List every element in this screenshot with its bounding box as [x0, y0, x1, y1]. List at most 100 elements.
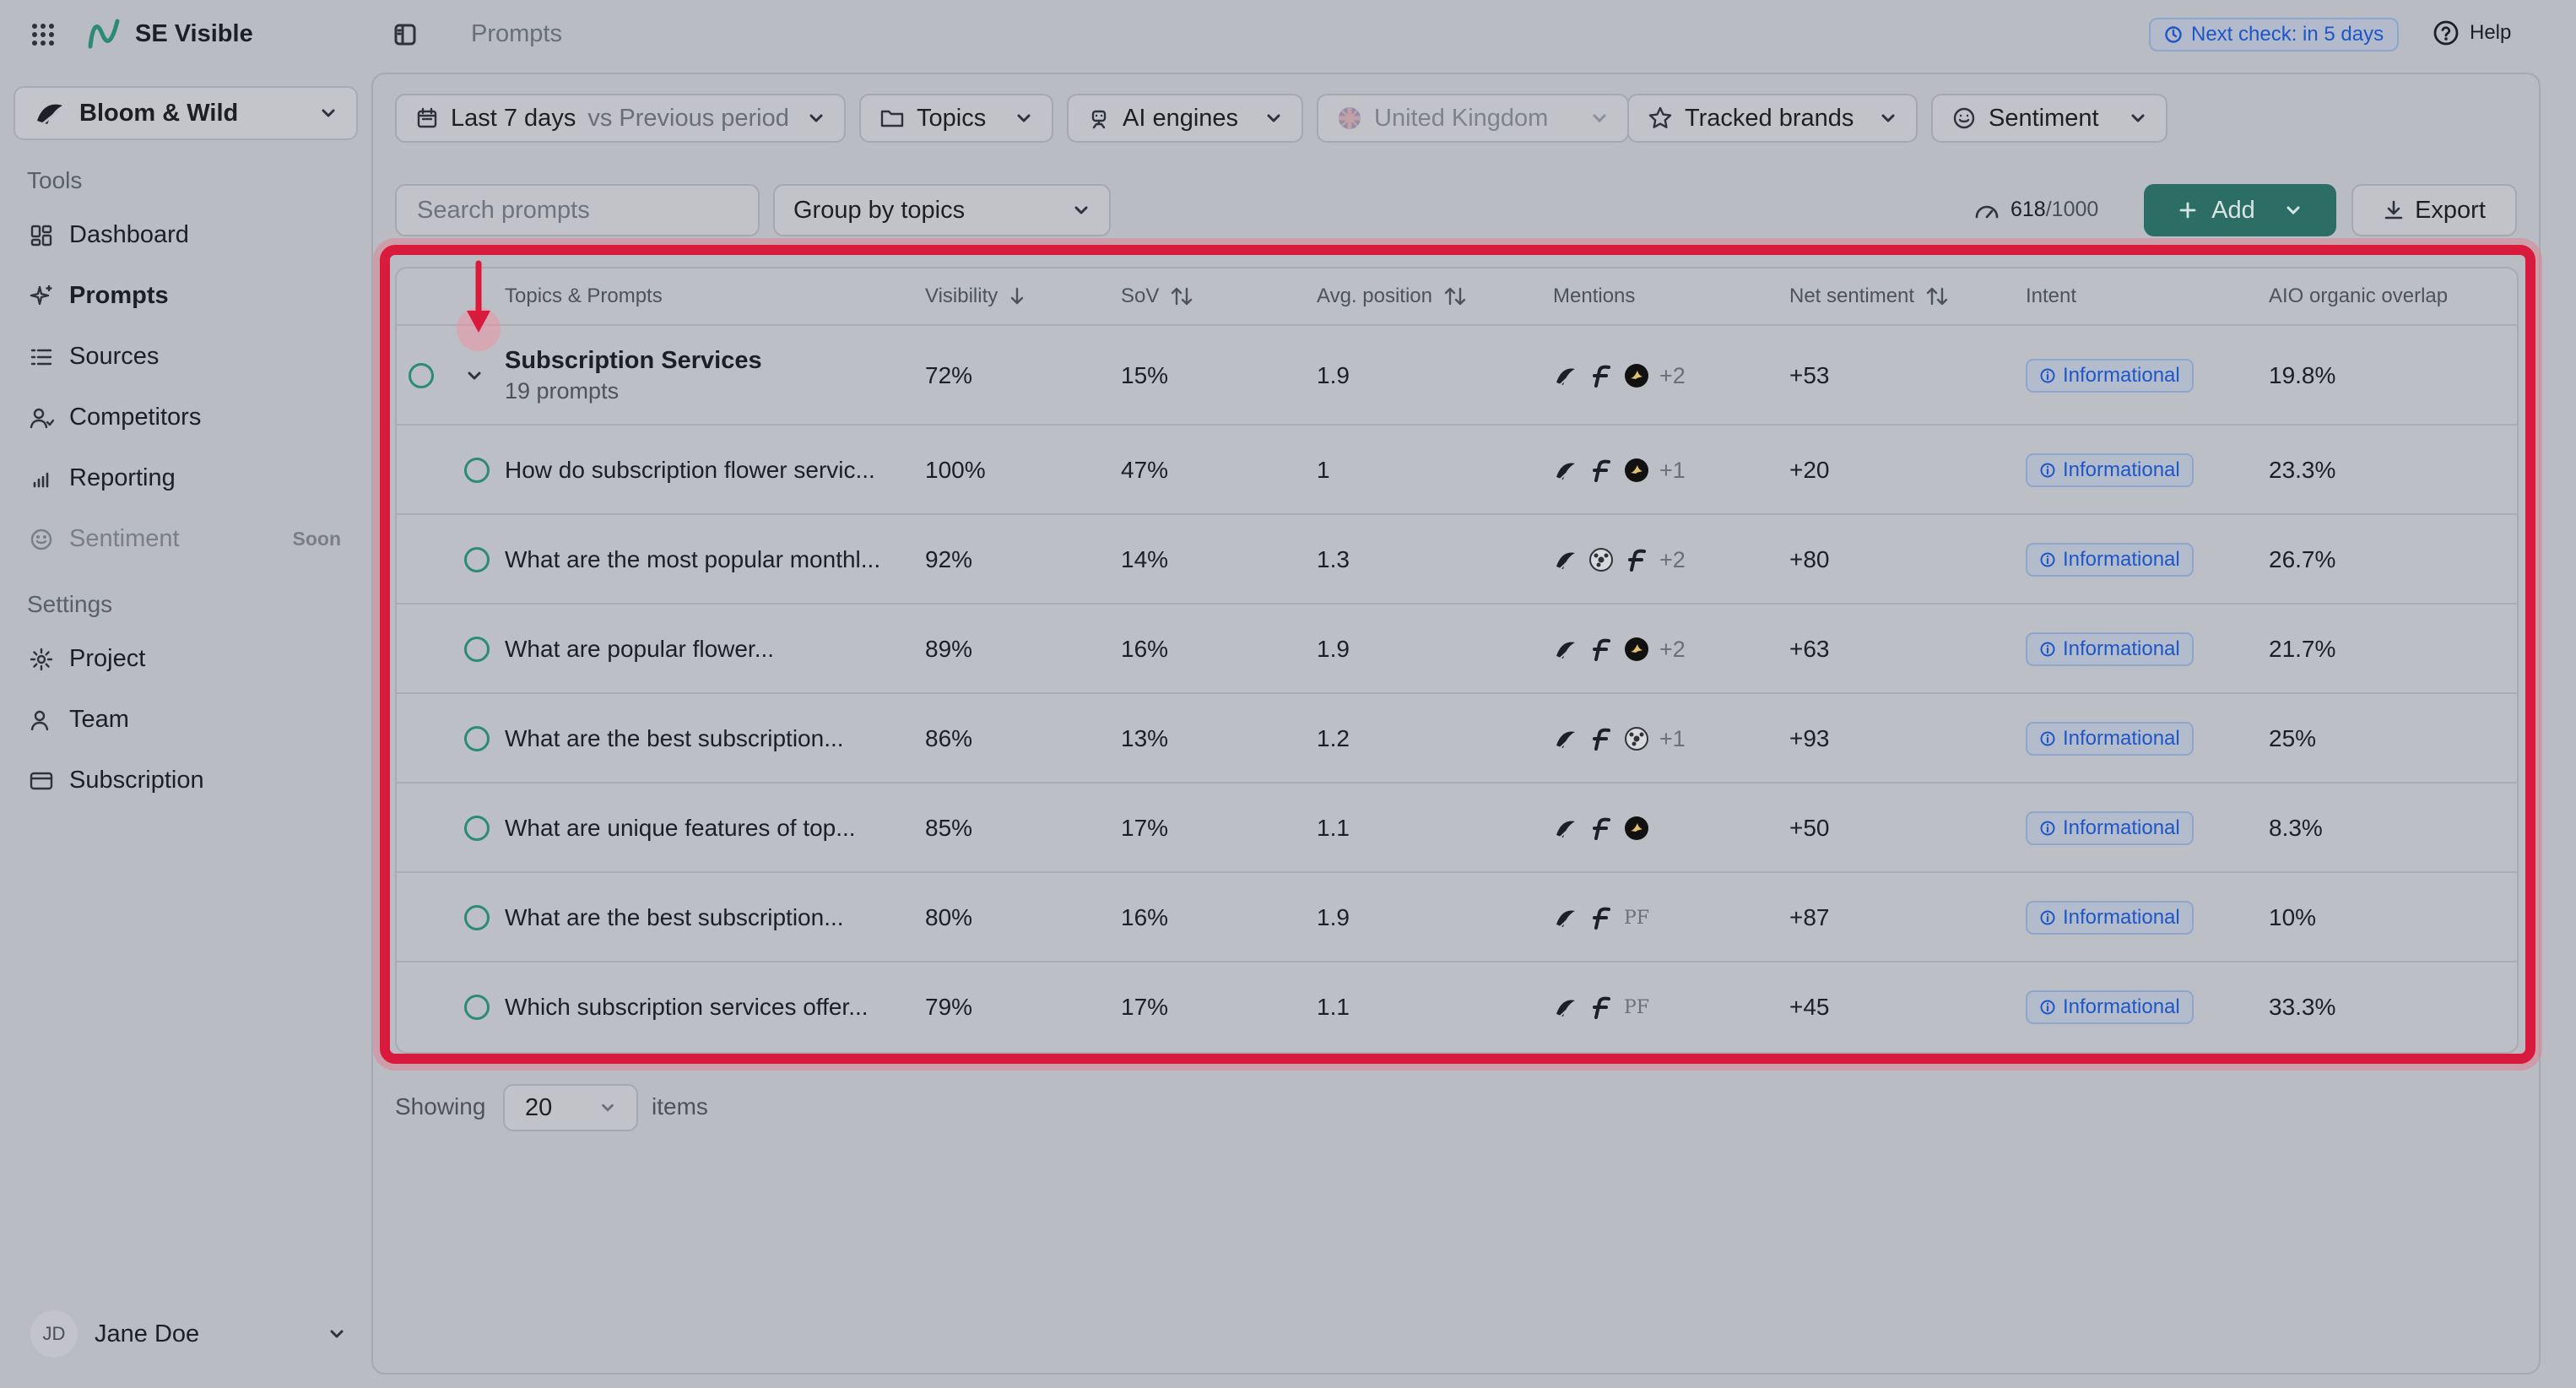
- user-icon: [30, 710, 49, 730]
- project-selector[interactable]: Bloom & Wild: [14, 86, 358, 140]
- table-row[interactable]: Which subscription services offer... 79% 1…: [397, 961, 2517, 1052]
- ai-engines-label: AI engines: [1123, 104, 1239, 132]
- row-checkbox[interactable]: [464, 995, 490, 1020]
- search-placeholder: Search prompts: [417, 196, 590, 224]
- apps-grid-icon[interactable]: [30, 22, 56, 47]
- topic-group-row[interactable]: Subscription Services 19 prompts 72% 15%…: [397, 324, 2517, 426]
- settings-section-title: Settings: [27, 591, 113, 617]
- chevron-down-icon[interactable]: [464, 366, 484, 386]
- row-checkbox[interactable]: [464, 637, 490, 662]
- sidebar-item-project[interactable]: Project: [29, 645, 341, 673]
- brand-f-icon: [1588, 458, 1614, 483]
- quota-total: /1000: [2045, 198, 2099, 221]
- next-check-badge[interactable]: Next check: in 5 days: [2149, 18, 2400, 52]
- table-row[interactable]: What are the best subscription... 86% 13% 1…: [397, 692, 2517, 783]
- net-sentiment-value: +87: [1789, 904, 1830, 930]
- brand-f-icon: [1588, 995, 1614, 1020]
- row-checkbox[interactable]: [464, 547, 490, 572]
- user-menu[interactable]: JD Jane Doe: [30, 1310, 346, 1358]
- search-input[interactable]: Search prompts: [395, 184, 760, 236]
- sparkle-icon: [30, 285, 52, 305]
- sidebar-item-label: Project: [69, 645, 146, 672]
- chevron-down-icon: [330, 1330, 344, 1338]
- sort-icon: [1172, 287, 1193, 306]
- list-icon: [30, 349, 52, 365]
- sidebar-toggle-icon[interactable]: [393, 23, 417, 46]
- date-range-filter[interactable]: Last 7 days vs Previous period: [395, 94, 846, 143]
- prompt-text[interactable]: What are popular flower...: [505, 636, 775, 662]
- mentions-cell: +1: [1553, 426, 1686, 515]
- row-checkbox[interactable]: [464, 905, 490, 930]
- col-label: SoV: [1121, 285, 1160, 307]
- gear-icon: [30, 648, 53, 670]
- table-row[interactable]: What are unique features of top... 85% 17%…: [397, 782, 2517, 873]
- sidebar-item-sources[interactable]: Sources: [29, 343, 341, 371]
- col-header-intent: Intent: [2026, 268, 2076, 324]
- prompt-text[interactable]: Which subscription services offer...: [505, 994, 869, 1020]
- avg-position-value: 1.1: [1317, 994, 1350, 1020]
- table-row[interactable]: What are the most popular monthl... 92% 14…: [397, 513, 2517, 605]
- export-label: Export: [2415, 196, 2486, 224]
- col-label: Visibility: [925, 285, 998, 307]
- avg-position-value: 1.9: [1317, 904, 1350, 930]
- group-by-select[interactable]: Group by topics: [773, 184, 1111, 236]
- app-name: SE Visible: [135, 20, 253, 47]
- row-checkbox[interactable]: [464, 458, 490, 483]
- sentiment-filter[interactable]: Sentiment: [1931, 94, 2167, 143]
- page-size-select[interactable]: 20: [503, 1084, 638, 1131]
- prompt-text[interactable]: What are the best subscription...: [505, 904, 844, 930]
- sidebar-item-label: Team: [69, 706, 129, 733]
- chevron-down-icon: [1074, 206, 1088, 214]
- prompt-text[interactable]: How do subscription flower servic...: [505, 457, 875, 483]
- mentions-more: +1: [1659, 457, 1686, 483]
- brand-bird-icon: [1624, 637, 1649, 662]
- sidebar-item-team[interactable]: Team: [29, 706, 341, 734]
- intent-badge: Informational: [2026, 722, 2194, 756]
- avatar: JD: [30, 1310, 78, 1358]
- visibility-value: 100%: [925, 457, 986, 483]
- table-row[interactable]: How do subscription flower servic... 100%…: [397, 424, 2517, 515]
- uk-flag-icon: [1339, 107, 1361, 129]
- brand-leaf-icon: [1553, 726, 1578, 751]
- topic-title[interactable]: Subscription Services: [505, 347, 762, 374]
- col-header-visibility[interactable]: Visibility: [925, 268, 1026, 324]
- mentions-cell: [1553, 783, 1649, 873]
- row-checkbox[interactable]: [464, 816, 490, 841]
- table-row[interactable]: What are popular flower... 89% 16% 1.9 +2 +63…: [397, 603, 2517, 694]
- export-button[interactable]: Export: [2351, 184, 2517, 236]
- credit-card-icon: [30, 772, 53, 789]
- aio-value: 33.3%: [2269, 994, 2336, 1020]
- prompt-text[interactable]: What are the most popular monthl...: [505, 546, 881, 572]
- intent-label: Informational: [2063, 727, 2180, 750]
- visibility-value: 79%: [925, 994, 973, 1020]
- project-logo-icon: [37, 104, 62, 126]
- intent-label: Informational: [2063, 548, 2180, 571]
- col-header-net-sentiment[interactable]: Net sentiment: [1789, 268, 1950, 324]
- help-button[interactable]: Help: [2433, 19, 2511, 46]
- topics-filter[interactable]: Topics: [859, 94, 1053, 143]
- row-checkbox[interactable]: [464, 726, 490, 751]
- sidebar-item-label: Subscription: [69, 767, 204, 794]
- sidebar-item-competitors[interactable]: Competitors: [29, 404, 341, 431]
- intent-badge: Informational: [2026, 632, 2194, 666]
- col-header-sov[interactable]: SoV: [1121, 268, 1194, 324]
- info-icon: [2040, 368, 2055, 383]
- col-label: Intent: [2026, 285, 2077, 307]
- prompt-text[interactable]: What are unique features of top...: [505, 815, 856, 841]
- sort-desc-icon: [1011, 287, 1024, 305]
- ai-engines-filter[interactable]: AI engines: [1067, 94, 1303, 143]
- net-sentiment-value: +80: [1789, 546, 1830, 572]
- row-checkbox[interactable]: [409, 363, 434, 388]
- add-button[interactable]: Add: [2144, 184, 2336, 236]
- net-sentiment-value: +50: [1789, 815, 1830, 841]
- table-row[interactable]: What are the best subscription... 80% 16% 1…: [397, 871, 2517, 962]
- tracked-brands-filter[interactable]: Tracked brands: [1627, 94, 1918, 143]
- sidebar-item-prompts[interactable]: Prompts: [29, 282, 341, 310]
- sidebar-item-subscription[interactable]: Subscription: [29, 767, 341, 794]
- sidebar-item-dashboard[interactable]: Dashboard: [29, 221, 341, 249]
- sidebar-item-reporting[interactable]: Reporting: [29, 464, 341, 492]
- col-header-avg-position[interactable]: Avg. position: [1317, 268, 1468, 324]
- prompt-text[interactable]: What are the best subscription...: [505, 725, 844, 751]
- quota-used: 618: [2010, 198, 2046, 221]
- mentions-more: +1: [1659, 725, 1686, 751]
